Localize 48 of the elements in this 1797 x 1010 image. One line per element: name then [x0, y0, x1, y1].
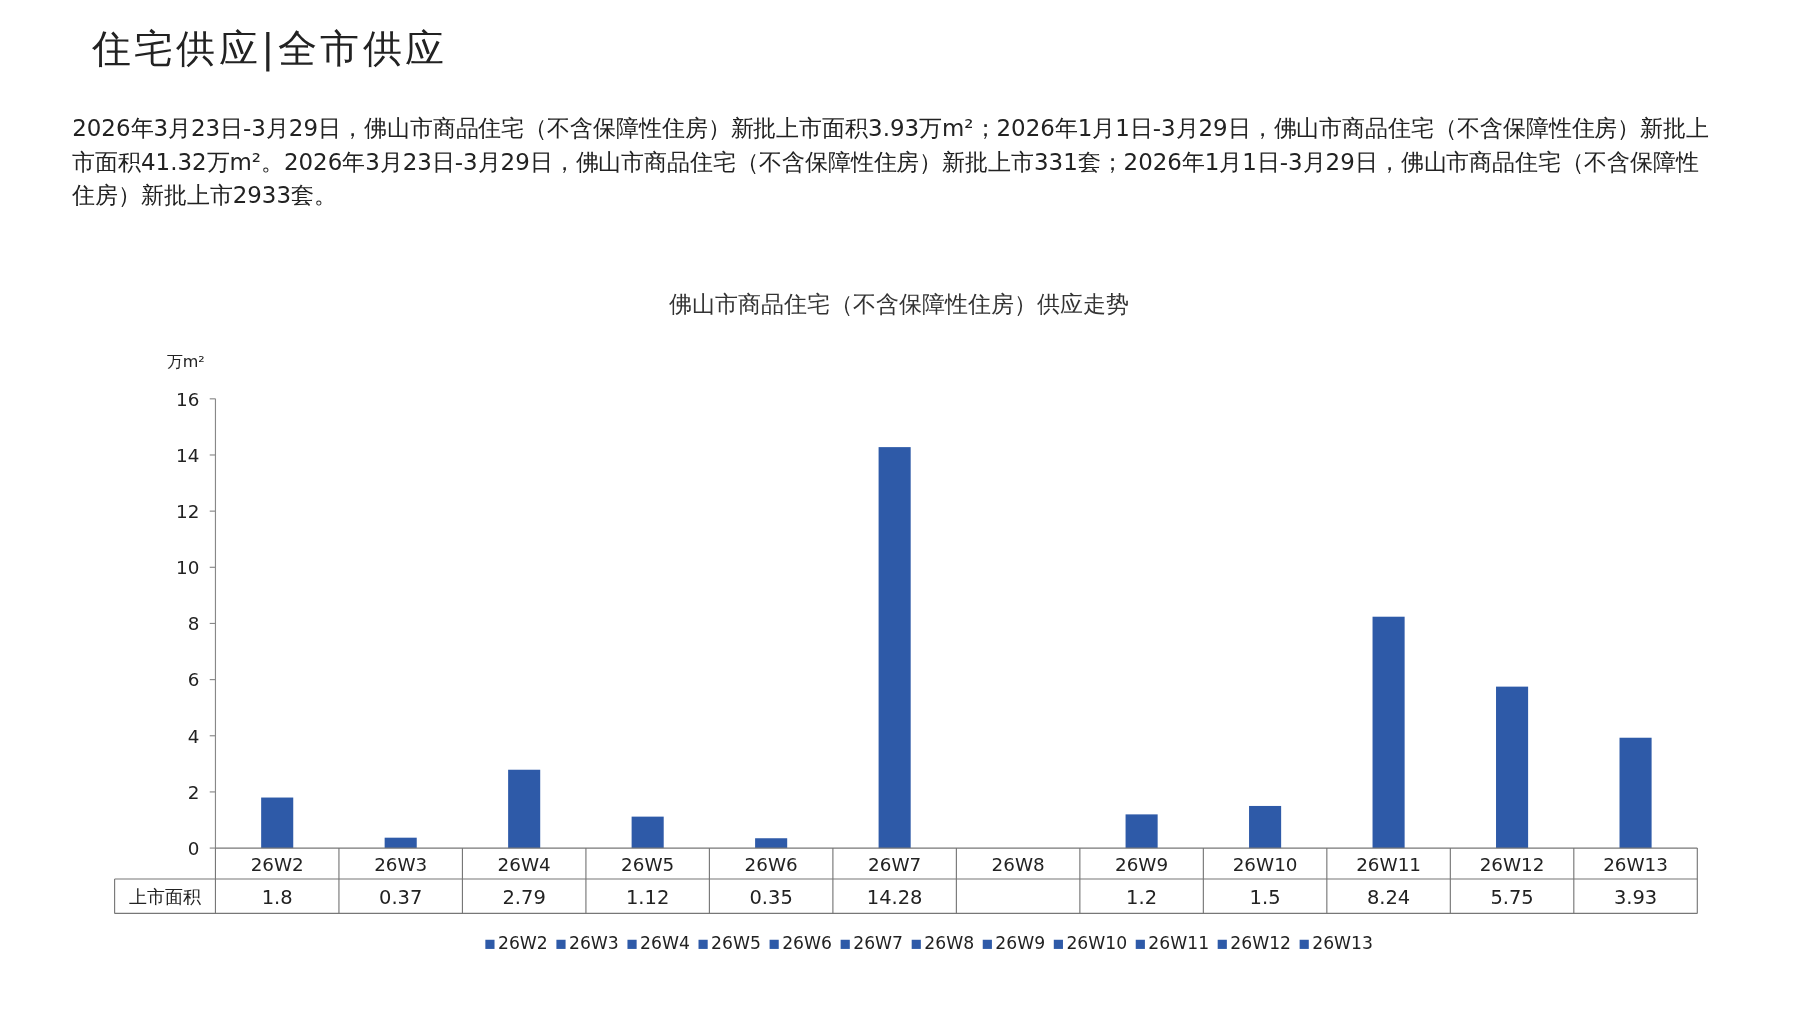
bar [1249, 805, 1282, 849]
data-label: 2.79 [502, 886, 546, 910]
legend: 26W2 26W3 26W4 26W5 26W6 26W7 26W8 26W9 26W10 26W11 26W12 26W13 [485, 932, 1373, 953]
data-label: 3.93 [1613, 886, 1658, 910]
x-tick-label: 26W2 [250, 854, 304, 875]
y-tick-label: 14 [176, 444, 200, 466]
annotation: 住宅供应|全市供应 [91, 24, 448, 74]
x-tick-label: 26W13 [1603, 854, 1668, 875]
x-tick-label: 26W5 [621, 854, 675, 875]
y-tick-label: 6 [187, 669, 200, 691]
bar [1125, 814, 1158, 849]
y-tick-label: 12 [176, 501, 200, 523]
y-axis-title: 万m² [166, 351, 205, 371]
data-label: 1.8 [261, 886, 293, 910]
bar [1496, 686, 1529, 849]
x-tick-label: 26W11 [1356, 854, 1421, 875]
bar [1619, 737, 1652, 849]
data-label: 1.12 [625, 886, 670, 910]
x-tick-label: 26W6 [744, 854, 798, 875]
x-tick-label: 26W7 [868, 854, 922, 875]
x-tick-label: 26W12 [1479, 854, 1545, 875]
bar [631, 816, 664, 849]
bar [755, 838, 788, 849]
y-tick-label: 4 [187, 725, 200, 747]
x-tick-label: 26W8 [991, 854, 1045, 875]
data-label: 1.2 [1126, 886, 1158, 910]
text: 上市面积 [129, 886, 202, 908]
x-tick-label: 26W3 [374, 854, 428, 875]
data-label: 0.35 [749, 886, 793, 910]
annotation: 2026年3月23日-3月29日，佛山市商品住宅（不含保障性住房）新批上市面积3.93万m²；2026年1月1日-3月29日，佛山市商品住宅（不含保障性住房）新批上市面积41.32万m²。2026年3月23日-3月29日，佛山市商品住宅（不含保障性住房）新批上市331套；2026年1月1日-3月29日，佛山市商品住宅（不含保障性住房）新批上市2933套。 [72, 113, 1711, 211]
y-tick-label: 16 [176, 388, 200, 410]
x-tick-label: 26W9 [1115, 854, 1169, 875]
x-tick-label: 26W4 [497, 854, 551, 875]
data-label: 14.28 [866, 886, 923, 910]
y-tick-label: 0 [187, 837, 200, 859]
bar [261, 797, 294, 849]
data-label: 5.75 [1490, 886, 1534, 910]
data-label: 1.5 [1249, 886, 1281, 910]
bar [878, 447, 911, 849]
data-label: 0.37 [379, 886, 423, 910]
y-tick-label: 2 [187, 781, 200, 803]
bar [1372, 616, 1405, 849]
y-tick-label: 8 [187, 613, 200, 635]
data-label: 8.24 [1366, 886, 1411, 910]
bar [508, 769, 541, 849]
chart-title: 佛山市商品住宅（不含保障性住房）供应走势 [669, 290, 1130, 317]
x-tick-label: 26W10 [1232, 854, 1298, 875]
y-tick-label: 10 [176, 557, 200, 579]
